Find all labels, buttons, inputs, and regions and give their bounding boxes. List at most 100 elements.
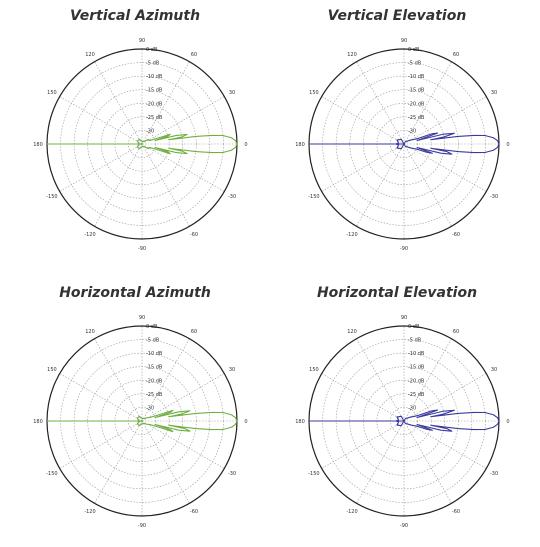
grid-spoke <box>356 143 405 227</box>
angle-tick-label: 180 <box>295 142 305 148</box>
ring-label: -20 dB <box>146 101 163 107</box>
angle-tick-label: -150 <box>46 471 57 477</box>
angle-tick-label: -120 <box>84 509 95 515</box>
grid-spoke <box>94 61 143 145</box>
chart-title: Horizontal Elevation <box>316 285 478 301</box>
angle-tick-label: 120 <box>347 52 357 58</box>
grid-spoke <box>403 143 487 192</box>
ring-label: -15 dB <box>408 365 425 371</box>
chart-panel-vertical-elevation: Vertical Elevation 90 60 30 0 -30 -60 -90 -120 -… <box>262 0 532 270</box>
ring-label: -25 dB <box>146 115 163 121</box>
grid-spoke <box>141 143 190 227</box>
ring-label: -15 dB <box>146 88 163 94</box>
angle-tick-label: 30 <box>229 90 235 96</box>
grid-spoke <box>141 96 225 145</box>
ring-label: -5 dB <box>408 338 422 344</box>
grid-spoke <box>141 143 225 192</box>
ring-label: 0 dB <box>146 47 158 53</box>
grid-ring <box>362 379 446 463</box>
grid-spoke <box>403 96 487 145</box>
angle-tick-label: 0 <box>244 142 247 148</box>
ring-label: -5 dB <box>146 338 160 344</box>
ring-label: -20 dB <box>146 378 163 384</box>
chart-panel-horizontal-azimuth: Horizontal Azimuth 90 60 30 0 -30 -60 -90 -120 -… <box>0 277 270 547</box>
angle-tick-label: -150 <box>46 194 57 200</box>
grid-spoke <box>356 338 405 422</box>
angle-tick-label: 150 <box>309 367 319 373</box>
grid-spoke <box>321 96 405 145</box>
ring-label: -10 dB <box>408 351 425 357</box>
grid-spoke <box>94 338 143 422</box>
ring-label: 0 dB <box>146 324 158 330</box>
polar-chart: 90 60 30 0 -30 -60 -90 -120 -150 180 150 120 0 dB -5 … <box>33 38 247 252</box>
angle-tick-label: -90 <box>400 523 408 529</box>
ring-label: -30 <box>146 405 154 411</box>
chart-title: Vertical Azimuth <box>69 8 201 24</box>
angle-tick-label: 60 <box>191 329 197 335</box>
ring-label: -20 dB <box>408 378 425 384</box>
angle-tick-label: -120 <box>84 232 95 238</box>
ring-label: -15 dB <box>146 365 163 371</box>
ring-label: -5 dB <box>146 61 160 67</box>
angle-tick-label: -60 <box>452 232 460 238</box>
pattern-line <box>395 409 500 432</box>
grid-spoke <box>356 61 405 145</box>
chart-panel-horizontal-elevation: Horizontal Elevation 90 60 30 0 -30 -60 -90 -12… <box>262 277 532 547</box>
angle-tick-label: 0 <box>244 419 247 425</box>
angle-tick-label: 30 <box>491 90 497 96</box>
grid-spoke <box>141 420 190 504</box>
grid-spoke <box>141 373 225 422</box>
ring-label: -25 dB <box>408 115 425 121</box>
angle-tick-label: 60 <box>453 52 459 58</box>
grid-spoke <box>59 143 143 192</box>
angle-tick-label: 180 <box>295 419 305 425</box>
ring-label: -25 dB <box>146 392 163 398</box>
grid-ring <box>362 102 446 186</box>
angle-tick-label: 90 <box>139 38 145 44</box>
angle-tick-label: -120 <box>346 232 357 238</box>
chart-title: Vertical Elevation <box>327 8 467 24</box>
grid-ring <box>73 75 211 213</box>
grid-spoke <box>141 338 190 422</box>
chart-title: Horizontal Azimuth <box>59 285 211 301</box>
angle-tick-label: -120 <box>346 509 357 515</box>
angle-tick-label: -90 <box>138 246 146 252</box>
angle-tick-label: 120 <box>85 329 95 335</box>
angle-tick-label: 120 <box>85 52 95 58</box>
grid-spoke <box>321 143 405 192</box>
ring-label: -30 <box>408 405 416 411</box>
ring-label: -25 dB <box>408 392 425 398</box>
angle-tick-label: -150 <box>308 194 319 200</box>
angle-tick-label: 30 <box>491 367 497 373</box>
ring-label: -20 dB <box>408 101 425 107</box>
grid-spoke <box>403 373 487 422</box>
angle-tick-label: -60 <box>190 232 198 238</box>
polar-chart: 90 60 30 0 -30 -60 -90 -120 -150 180 150 120 0 dB -5 … <box>295 38 509 252</box>
grid-spoke <box>403 143 452 227</box>
angle-tick-label: -150 <box>308 471 319 477</box>
angle-tick-label: 30 <box>229 367 235 373</box>
grid-spoke <box>141 61 190 145</box>
pattern-line <box>395 132 500 155</box>
grid-spoke <box>321 420 405 469</box>
angle-tick-label: 90 <box>139 315 145 321</box>
angle-tick-label: -30 <box>228 194 236 200</box>
grid-ring <box>100 102 184 186</box>
angle-tick-label: -60 <box>190 509 198 515</box>
ring-label: -30 <box>146 128 154 134</box>
chart-panel-vertical-azimuth: Vertical Azimuth 90 60 30 0 -30 -60 -90 -120 -15… <box>0 0 270 270</box>
angle-tick-label: 60 <box>191 52 197 58</box>
grid-spoke <box>59 373 143 422</box>
ring-label: -10 dB <box>408 74 425 80</box>
angle-tick-label: 180 <box>33 419 43 425</box>
angle-tick-label: -30 <box>228 471 236 477</box>
grid-ring <box>73 352 211 490</box>
angle-tick-label: 150 <box>309 90 319 96</box>
angle-tick-label: 90 <box>401 38 407 44</box>
ring-label: -30 <box>408 128 416 134</box>
angle-tick-label: 0 <box>506 142 509 148</box>
grid-ring <box>100 379 184 463</box>
grid-ring <box>335 352 473 490</box>
angle-tick-label: 60 <box>453 329 459 335</box>
grid-spoke <box>59 96 143 145</box>
